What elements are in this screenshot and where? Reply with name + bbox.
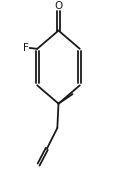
Text: F: F (23, 43, 29, 53)
Text: O: O (54, 1, 63, 11)
